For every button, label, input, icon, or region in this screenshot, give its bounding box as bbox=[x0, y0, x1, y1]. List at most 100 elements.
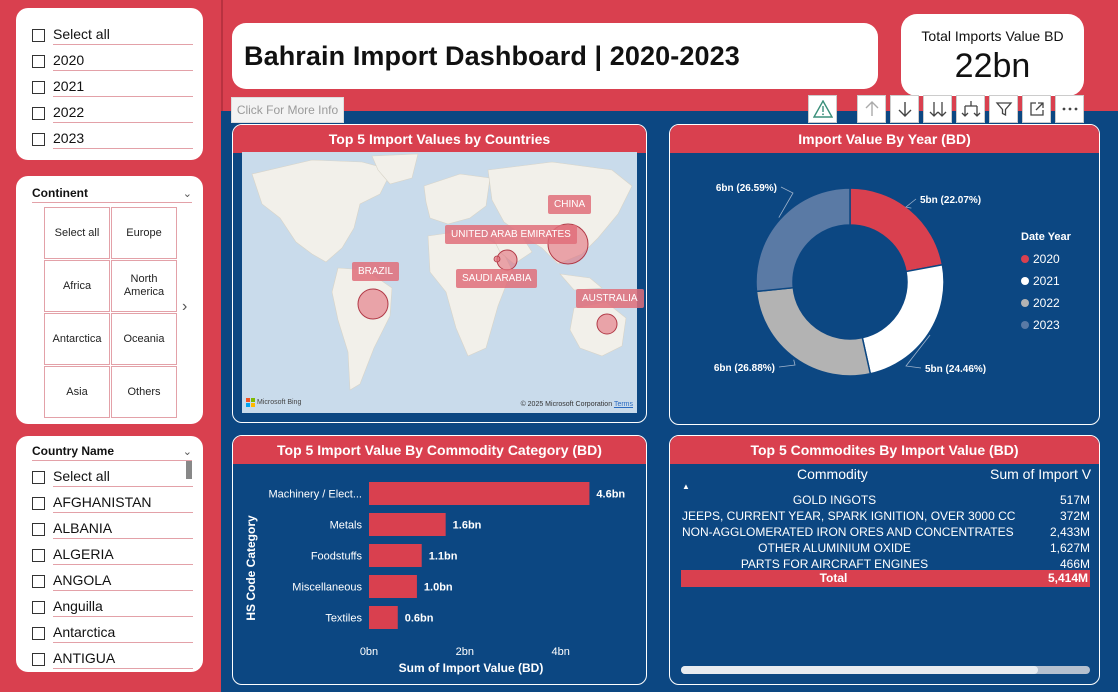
bar-textiles[interactable] bbox=[369, 606, 398, 629]
continent-tile-select-all[interactable]: Select all bbox=[44, 207, 110, 259]
bar-category-label: Foodstuffs bbox=[311, 551, 363, 563]
country-option-afghanistan[interactable]: AFGHANISTAN bbox=[32, 490, 193, 516]
bar-foodstuffs[interactable] bbox=[369, 544, 422, 567]
continent-tile-europe[interactable]: Europe bbox=[111, 207, 177, 259]
bubble-saudi-arabia[interactable] bbox=[493, 255, 501, 263]
country-scrollbar[interactable] bbox=[186, 461, 192, 479]
world-map-canvas bbox=[242, 152, 637, 413]
year-option-label: 2022 bbox=[53, 103, 193, 123]
sort-ascending-icon[interactable]: ▲ bbox=[682, 482, 690, 491]
country-option-label: ANGOLA bbox=[53, 571, 193, 591]
table-row[interactable]: NON-AGGLOMERATED IRON ORES AND CONCENTRA… bbox=[682, 525, 1090, 541]
donut-slice-2023[interactable] bbox=[755, 187, 851, 293]
legend-dot bbox=[1021, 299, 1029, 307]
legend-item-2023[interactable]: 2023 bbox=[1021, 314, 1071, 336]
value-cell: 372M bbox=[1059, 509, 1090, 523]
checkbox[interactable] bbox=[32, 28, 45, 42]
checkbox[interactable] bbox=[32, 496, 45, 510]
commodity-cell: JEEPS, CURRENT YEAR, SPARK IGNITION, OVE… bbox=[682, 509, 1016, 523]
year-option-2021[interactable]: 2021 bbox=[32, 74, 193, 100]
continent-tile-africa[interactable]: Africa bbox=[44, 260, 110, 312]
year-option-select-all[interactable]: Select all bbox=[32, 22, 193, 48]
country-option-antigua[interactable]: ANTIGUA bbox=[32, 646, 193, 672]
bar-data-label: 4.6bn bbox=[596, 489, 625, 501]
checkbox[interactable] bbox=[32, 574, 45, 588]
continent-tile-north-america[interactable]: North America bbox=[111, 260, 177, 312]
donut-chart[interactable]: 5bn (22.07%) 5bn (24.46%) 6bn (26.88%) 6bn … bbox=[670, 153, 1010, 423]
country-option-label: Select all bbox=[53, 467, 193, 487]
continent-tile-asia[interactable]: Asia bbox=[44, 366, 110, 418]
next-level-icon[interactable] bbox=[923, 95, 952, 123]
table-row[interactable]: JEEPS, CURRENT YEAR, SPARK IGNITION, OVE… bbox=[682, 509, 1090, 525]
bubble-brazil[interactable] bbox=[357, 288, 389, 320]
continent-tile-antarctica[interactable]: Antarctica bbox=[44, 313, 110, 365]
checkbox[interactable] bbox=[32, 54, 45, 68]
commodity-cell: GOLD INGOTS bbox=[792, 493, 877, 507]
warning-icon[interactable] bbox=[808, 95, 837, 123]
table-row[interactable]: PARTS FOR AIRCRAFT ENGINES 466M bbox=[682, 557, 1090, 573]
table-row[interactable]: OTHER ALUMINIUM OXIDE 1,627M bbox=[682, 541, 1090, 557]
legend-label: 2020 bbox=[1033, 252, 1060, 266]
legend-item-2022[interactable]: 2022 bbox=[1021, 292, 1071, 314]
country-option-angola[interactable]: ANGOLA bbox=[32, 568, 193, 594]
commodity-cell: PARTS FOR AIRCRAFT ENGINES bbox=[740, 557, 929, 571]
more-options-icon[interactable] bbox=[1055, 95, 1084, 123]
checkbox[interactable] bbox=[32, 626, 45, 640]
chevron-down-icon[interactable]: ⌄ bbox=[182, 445, 192, 458]
donut-data-label: 5bn (24.46%) bbox=[925, 364, 986, 375]
donut-slice-2021[interactable] bbox=[861, 263, 945, 375]
legend-item-2021[interactable]: 2021 bbox=[1021, 270, 1071, 292]
legend-label: 2023 bbox=[1033, 318, 1060, 332]
checkbox[interactable] bbox=[32, 106, 45, 120]
drill-down-icon[interactable] bbox=[890, 95, 919, 123]
checkbox[interactable] bbox=[32, 600, 45, 614]
checkbox[interactable] bbox=[32, 652, 45, 666]
bar-metals[interactable] bbox=[369, 513, 446, 536]
year-option-2023[interactable]: 2023 bbox=[32, 126, 193, 152]
bar-chart[interactable]: HS Code Category Machinery / Elect... 4.6b… bbox=[233, 464, 647, 685]
world-map[interactable]: CHINA UNITED ARAB EMIRATES SAUDI ARABIA … bbox=[242, 152, 644, 413]
continent-tile-others[interactable]: Others bbox=[111, 366, 177, 418]
table-scrollbar[interactable] bbox=[681, 666, 1090, 674]
column-header-sum[interactable]: Sum of Import V bbox=[990, 466, 1092, 482]
year-option-2022[interactable]: 2022 bbox=[32, 100, 193, 126]
column-header-commodity[interactable]: Commodity bbox=[797, 466, 868, 482]
donut-visual: Import Value By Year (BD) 5bn (22.07%) 5b… bbox=[669, 124, 1100, 425]
country-option-antarctica[interactable]: Antarctica bbox=[32, 620, 193, 646]
terms-link[interactable]: Terms bbox=[613, 401, 633, 408]
bubble-australia[interactable] bbox=[596, 313, 618, 335]
bar-data-label: 1.6bn bbox=[453, 520, 482, 532]
bar-category-label: Metals bbox=[330, 520, 363, 532]
table-scrollbar-thumb[interactable] bbox=[681, 666, 1038, 674]
total-value: 5,414M bbox=[1047, 571, 1088, 585]
country-option-anguilla[interactable]: Anguilla bbox=[32, 594, 193, 620]
chevron-right-icon[interactable]: › bbox=[182, 298, 188, 315]
table-visual: Top 5 Commodites By Import Value (BD) Co… bbox=[669, 435, 1100, 685]
country-option-select-all[interactable]: Select all bbox=[32, 464, 193, 490]
bing-logo: Microsoft Bing bbox=[246, 398, 301, 407]
checkbox[interactable] bbox=[32, 132, 45, 146]
chevron-down-icon[interactable]: ⌄ bbox=[182, 187, 192, 200]
bar-miscellaneous[interactable] bbox=[369, 575, 417, 598]
checkbox[interactable] bbox=[32, 80, 45, 94]
checkbox[interactable] bbox=[32, 548, 45, 562]
x-tick-label: 4bn bbox=[551, 646, 569, 658]
map-copyright: © 2025 Microsoft Corporation Terms bbox=[521, 401, 633, 408]
donut-leader-line bbox=[778, 359, 796, 368]
bar-machinery-elect[interactable] bbox=[369, 482, 590, 505]
country-option-albania[interactable]: ALBANIA bbox=[32, 516, 193, 542]
country-option-algeria[interactable]: ALGERIA bbox=[32, 542, 193, 568]
more-info-button[interactable]: Click For More Info bbox=[231, 97, 344, 123]
expand-hierarchy-icon[interactable] bbox=[956, 95, 985, 123]
legend-item-2020[interactable]: 2020 bbox=[1021, 248, 1071, 270]
value-cell: 2,433M bbox=[1049, 525, 1090, 539]
continent-tile-oceania[interactable]: Oceania bbox=[111, 313, 177, 365]
drill-up-icon[interactable] bbox=[857, 95, 886, 123]
checkbox[interactable] bbox=[32, 470, 45, 484]
year-option-2020[interactable]: 2020 bbox=[32, 48, 193, 74]
focus-mode-icon[interactable] bbox=[1022, 95, 1051, 123]
filter-icon[interactable] bbox=[989, 95, 1018, 123]
x-axis-title: Sum of Import Value (BD) bbox=[399, 661, 544, 675]
checkbox[interactable] bbox=[32, 522, 45, 536]
table-row[interactable]: GOLD INGOTS 517M bbox=[682, 493, 1090, 509]
